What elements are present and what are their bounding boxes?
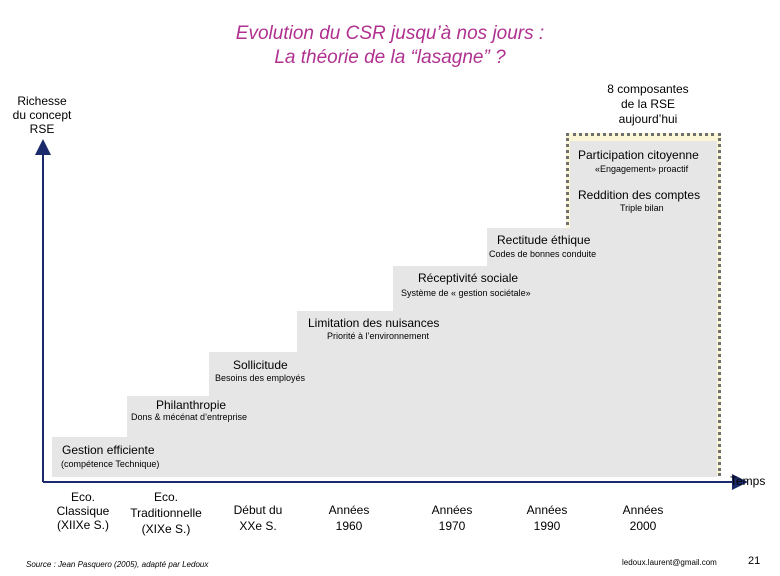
layer-sublabel: «Engagement» proactif <box>595 164 689 174</box>
layer-philanthropie <box>127 396 717 437</box>
layer-label: Participation citoyenne <box>578 148 699 162</box>
layer-label: Philanthropie <box>156 398 227 412</box>
layer-sublabel: Priorité à l’environnement <box>327 331 430 341</box>
layer-sublabel: (compétence Technique) <box>61 459 160 469</box>
period-label-line: XXe S. <box>239 519 277 533</box>
source-note: Source : Jean Pasquero (2005), adapté pa… <box>26 560 209 569</box>
layer-label: Limitation des nuisances <box>308 316 440 330</box>
layer-sublabel: Dons & mécénat d’entreprise <box>131 412 248 422</box>
period-label-line: Eco. <box>153 490 178 504</box>
layer-sublabel: Triple bilan <box>620 203 664 213</box>
period-label-line: (XIIXe S.) <box>56 518 109 532</box>
layer-sublabel: Système de « gestion sociétale» <box>401 288 531 298</box>
layer-participation-citoyenne <box>570 141 717 182</box>
x-axis-end-label: Temps <box>730 474 766 488</box>
period-label-line: Traditionnelle <box>130 506 202 520</box>
layer-label: Réceptivité sociale <box>418 271 519 285</box>
period-label-line: 1990 <box>533 519 561 533</box>
period-label: Années 1990 <box>511 503 583 533</box>
rse-label-line: aujourd’hui <box>618 112 678 126</box>
period-label-line: Années <box>328 503 370 517</box>
layer-rectitude-ethique <box>487 228 717 266</box>
rse-label-line: de la RSE <box>620 97 676 111</box>
period-label-line: (XIXe S.) <box>141 522 191 536</box>
y-axis-label-line: Richesse <box>17 94 67 108</box>
period-label-line: 2000 <box>629 519 657 533</box>
period-label: Années 1960 <box>313 503 385 533</box>
layer-sollicitude <box>209 352 717 396</box>
layer-reddition-comptes <box>570 182 717 228</box>
period-label-line: 1960 <box>335 519 363 533</box>
layer-label: Sollicitude <box>233 358 288 372</box>
period-label: Début du XXe S. <box>222 503 294 533</box>
title-line-1: Evolution du CSR jusqu’à nos jours : <box>235 23 545 44</box>
title-line-2: La théorie de la “lasagne” ? <box>274 47 506 68</box>
period-label-line: Années <box>622 503 664 517</box>
period-label-line: Années <box>431 503 473 517</box>
page-number: 21 <box>748 555 761 567</box>
period-label: Eco. Traditionnelle (XIXe S.) <box>120 490 212 536</box>
layer-sublabel: Besoins des employés <box>215 373 306 383</box>
period-label: Années 1970 <box>416 503 488 533</box>
rse-components-label: 8 composantes de la RSE aujourd’hui <box>600 82 696 127</box>
y-axis-label-line: du concept <box>12 108 72 122</box>
layer-label: Rectitude éthique <box>497 233 591 247</box>
rse-label-line: 8 composantes <box>607 82 689 96</box>
author-email: ledoux.laurent@gmail.com <box>622 558 717 567</box>
layer-limitation-nuisances <box>297 311 717 352</box>
period-label: Eco. Classique (XIIXe S.) <box>52 490 114 532</box>
period-label-line: Années <box>526 503 568 517</box>
period-label-line: 1970 <box>438 519 466 533</box>
layer-label: Gestion efficiente <box>62 443 155 457</box>
period-label: Années 2000 <box>607 503 679 533</box>
period-label-line: Classique <box>56 504 110 518</box>
layer-sublabel: Codes de bonnes conduite <box>489 249 597 259</box>
y-axis-label-line: RSE <box>29 122 55 136</box>
layer-label: Reddition des comptes <box>578 188 701 202</box>
y-axis-label: Richesse du concept RSE <box>4 94 80 136</box>
layer-gestion-efficiente <box>52 437 717 477</box>
layer-receptivite-sociale <box>393 266 717 311</box>
period-label-line: Début du <box>233 503 283 517</box>
period-label-line: Eco. <box>70 490 95 504</box>
